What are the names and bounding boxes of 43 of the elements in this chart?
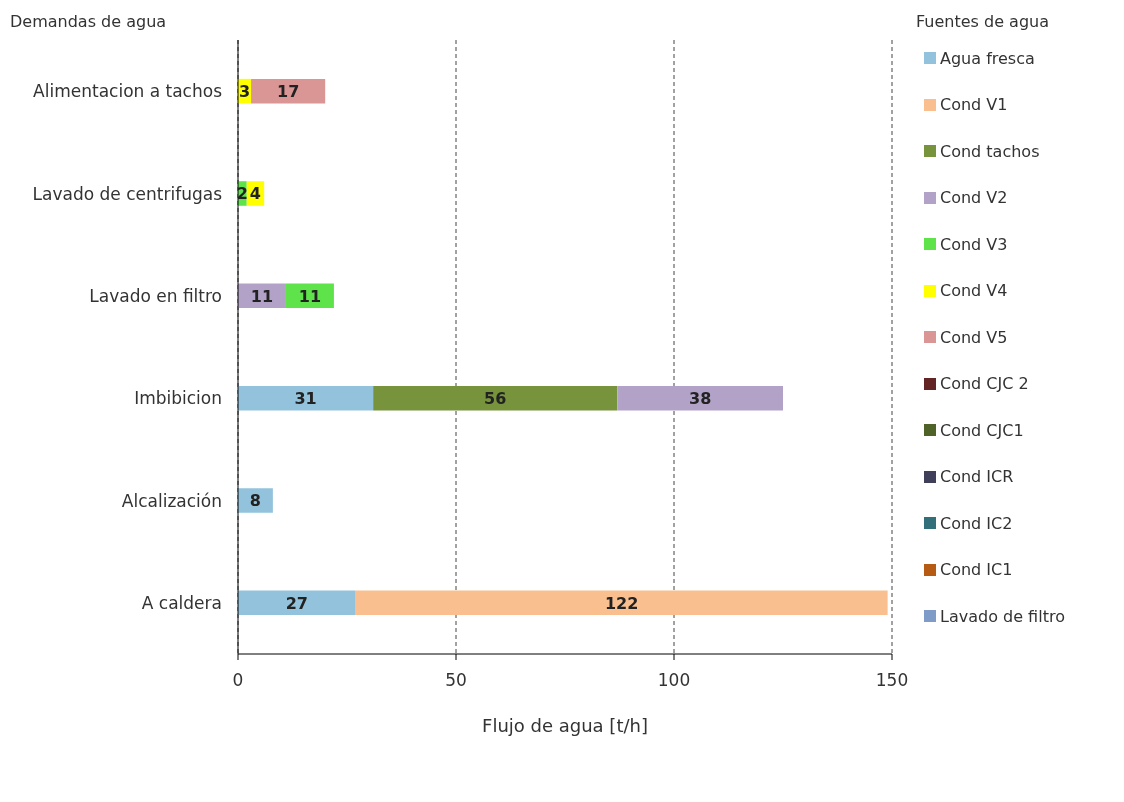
legend-label: Cond CJC 2 <box>940 374 1029 394</box>
x-tick-label: 0 <box>232 670 244 691</box>
legend-label: Cond ICR <box>940 467 1014 487</box>
y-tick-label: Lavado de centrifugas <box>32 183 223 204</box>
y-tick-label: Alimentacion a tachos <box>33 81 223 102</box>
y-tick-label: Alcalización <box>121 490 222 511</box>
data-label: 8 <box>249 491 262 511</box>
legend-label: Agua fresca <box>940 48 1035 68</box>
data-label: 3 <box>238 81 251 101</box>
x-tick-label: 50 <box>445 670 467 691</box>
data-label: 31 <box>294 388 317 408</box>
y-axis-title: Demandas de agua <box>10 12 167 31</box>
data-label: 11 <box>250 286 274 306</box>
bar <box>238 385 374 411</box>
y-tick-label: Lavado en filtro <box>89 285 222 306</box>
legend-label: Cond V3 <box>940 234 1008 254</box>
data-label: 17 <box>277 81 300 101</box>
x-tick-label: 100 <box>657 670 691 691</box>
legend-label: Cond tachos <box>940 141 1040 161</box>
legend-label: Cond V4 <box>940 281 1008 301</box>
bar <box>238 590 356 616</box>
bar <box>373 385 618 411</box>
data-label: 27 <box>285 593 308 613</box>
legend-label: Cond V1 <box>940 95 1008 115</box>
x-axis-title: Flujo de agua [t/h] <box>482 715 648 736</box>
legend-title: Fuentes de agua <box>916 12 1050 31</box>
y-tick-label: A caldera <box>141 592 222 613</box>
data-label: 38 <box>689 388 712 408</box>
legend-label: Cond IC2 <box>940 513 1013 533</box>
x-tick-label: 150 <box>875 670 909 691</box>
legend-label: Cond V5 <box>940 327 1008 347</box>
bar <box>355 590 888 616</box>
data-label: 11 <box>298 286 322 306</box>
legend-label: Cond IC1 <box>940 560 1013 580</box>
legend-label: Lavado de filtro <box>940 606 1065 626</box>
legend-label: Cond V2 <box>940 188 1008 208</box>
bar <box>251 78 326 104</box>
y-tick-label: Imbibicion <box>134 388 222 409</box>
data-label: 122 <box>604 593 639 613</box>
data-label: 56 <box>484 388 507 408</box>
legend-label: Cond CJC1 <box>940 420 1024 440</box>
bar <box>617 385 783 411</box>
data-label: 4 <box>249 184 262 204</box>
